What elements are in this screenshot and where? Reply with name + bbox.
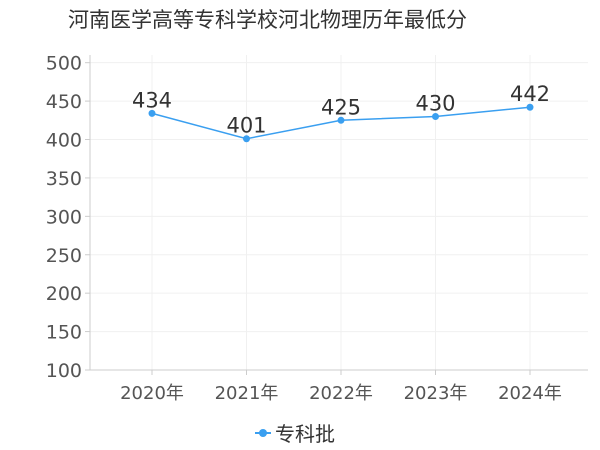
data-point [432, 112, 439, 120]
x-tick-label: 2021年 [215, 383, 279, 404]
y-tick-label: 350 [46, 168, 82, 190]
legend-label: 专科批 [275, 422, 335, 446]
y-tick-label: 400 [46, 130, 82, 152]
x-tick-label: 2024年 [498, 383, 562, 404]
data-label: 442 [510, 82, 550, 106]
y-tick-label: 250 [46, 245, 82, 267]
data-point [243, 135, 250, 143]
data-point [337, 116, 345, 124]
chart-title: 河南医学高等专科学校河北物理历年最低分 [68, 8, 467, 32]
data-label: 401 [226, 114, 266, 138]
data-label: 425 [321, 95, 361, 119]
x-tick-label: 2022年 [309, 383, 373, 404]
data-point [526, 103, 534, 111]
data-labels: 434 401 425 430 442 [132, 82, 550, 137]
data-point [148, 109, 156, 117]
data-label: 434 [132, 88, 172, 112]
x-tick-label: 2020年 [120, 383, 184, 404]
grid-lines [90, 55, 588, 371]
x-tick-label: 2023年 [404, 383, 468, 404]
y-tick-label: 150 [46, 322, 82, 344]
y-tick-label: 450 [46, 91, 82, 113]
y-tick-label: 100 [46, 360, 82, 382]
axes [85, 55, 588, 375]
y-tick-labels: 100 150 200 250 300 350 400 450 500 [46, 53, 82, 382]
y-tick-label: 200 [46, 283, 82, 305]
x-tick-labels: 2020年 2021年 2022年 2023年 2024年 [120, 383, 562, 404]
legend-marker-icon [255, 427, 271, 439]
y-tick-label: 300 [46, 206, 82, 228]
series-layer [148, 103, 534, 143]
legend[interactable]: 专科批 [255, 418, 335, 447]
y-tick-label: 500 [46, 53, 82, 75]
data-label: 430 [415, 91, 455, 115]
